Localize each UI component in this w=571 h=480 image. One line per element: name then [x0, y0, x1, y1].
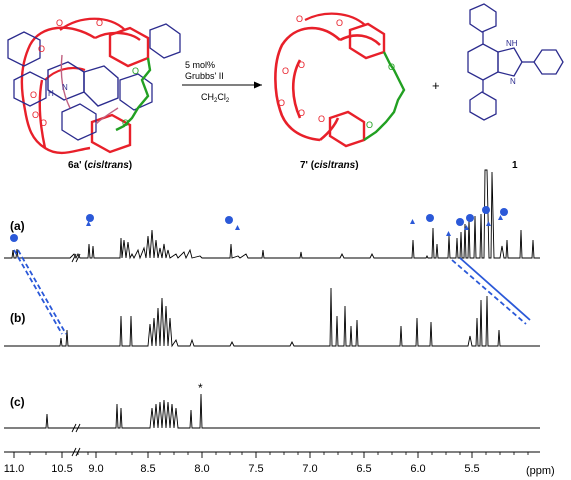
- product-structure: O O O O O O O O O: [274, 12, 406, 148]
- product-o-4: O: [298, 60, 305, 70]
- reactant-o-1: O: [56, 18, 63, 28]
- product-o-7: O: [318, 114, 325, 124]
- condition-catalyst-name: Grubbs' II: [185, 71, 224, 81]
- byproduct-nh-atom: NH: [506, 39, 518, 48]
- trace-a-label: (a): [10, 219, 25, 233]
- product-top-aryl-ring: [348, 22, 386, 60]
- marker-circle-6: [482, 206, 490, 214]
- ppm-axis-unit: (ppm): [526, 465, 555, 477]
- reactant-crown-ether: [20, 26, 141, 155]
- reactant-left-phenyl: [7, 31, 41, 67]
- ppm-tick-label: 5.5: [464, 463, 479, 475]
- reactant-o-4: O: [30, 90, 37, 100]
- marker-circle-1: [10, 234, 18, 242]
- reactant-bottom-aryl-ring: [90, 113, 132, 154]
- byproduct-imidazole-ring: [497, 47, 523, 77]
- ppm-tick-label: 7.5: [248, 463, 263, 475]
- product-o-5: O: [278, 98, 285, 108]
- correlation-dashes: [13, 249, 531, 335]
- product-alkene-chain: [363, 51, 406, 141]
- marker-triangle-4: [446, 231, 451, 236]
- marker-triangle-7: [498, 215, 503, 220]
- ppm-axis-ticks: 11.0 10.5 9.0 8.5 8.0 7.5 7.0 6.5 6.0 5.5: [4, 452, 529, 475]
- byproduct-n-atom: N: [510, 77, 516, 86]
- marker-triangle-2: [235, 225, 240, 230]
- peak-markers: [10, 206, 508, 242]
- marker-circle-3: [225, 216, 233, 224]
- marker-circle-5: [456, 218, 464, 226]
- byproduct-right-phenyl: [533, 49, 564, 75]
- marker-circle-8: [500, 208, 508, 216]
- trace-b-label: (b): [10, 311, 25, 325]
- byproduct-label: 1: [512, 160, 518, 171]
- spectrum-trace-b: [4, 287, 540, 348]
- spectrum-trace-c: [4, 393, 540, 429]
- product-o-3: O: [282, 66, 289, 76]
- reactant-o-5: O: [32, 110, 39, 120]
- reactant-bottom-phenyl: [61, 103, 97, 141]
- ppm-tick-label: 10.5: [51, 463, 72, 475]
- condition-solvent: CH2Cl2: [201, 92, 230, 104]
- product-o-6: O: [298, 108, 305, 118]
- reactant-o-6: O: [40, 118, 47, 128]
- correlation-line-right-1: [459, 257, 531, 321]
- reactant-h-atom: H: [48, 89, 54, 98]
- correlation-dash-left-1: [13, 249, 63, 335]
- reactant-core-ring: [83, 65, 119, 107]
- reactant-o-2: O: [96, 18, 103, 28]
- ppm-tick-label: 8.5: [140, 463, 155, 475]
- axis-break-marks: [71, 253, 81, 457]
- product-o-2: O: [336, 18, 343, 28]
- marker-triangle-5: [464, 225, 469, 230]
- ppm-tick-label: 8.0: [194, 463, 209, 475]
- product-crown-ether-2: [304, 12, 366, 26]
- marker-circle-2: [86, 214, 94, 222]
- byproduct-bottom-phenyl: [469, 91, 497, 121]
- marker-circle-4: [426, 214, 434, 222]
- reactant-right-ring: [119, 73, 153, 111]
- reactant-label: 6a' (cis/trans): [68, 160, 132, 171]
- ppm-tick-label: 11.0: [4, 463, 25, 475]
- ppm-tick-label: 7.0: [302, 463, 317, 475]
- reactant-o-7: O: [132, 66, 139, 76]
- reactant-right-phenyl: [149, 23, 181, 59]
- reactant-faint-linker: [60, 54, 119, 125]
- reactant-n-atom: N: [62, 83, 68, 92]
- marker-triangle-3: [410, 219, 415, 224]
- reactant-o-3: O: [38, 44, 45, 54]
- product-o-9: O: [366, 120, 373, 130]
- ppm-tick-label: 6.0: [410, 463, 425, 475]
- product-bottom-aryl-ring: [328, 110, 366, 148]
- reactant-alkene-chain: [115, 57, 152, 132]
- byproduct-structure: NH N: [467, 3, 564, 121]
- condition-catalyst-loading: 5 mol%: [185, 60, 215, 70]
- reactant-o-8: O: [122, 118, 129, 128]
- product-o-8: O: [388, 62, 395, 72]
- product-label: 7' (cis/trans): [300, 160, 359, 171]
- reactant-structure: O O O O O O O O N H: [7, 17, 181, 155]
- spectrum-trace-a: [4, 169, 540, 260]
- byproduct-top-phenyl: [469, 3, 497, 33]
- marker-triangle-1: [86, 221, 91, 226]
- marker-triangle-6: [486, 221, 491, 226]
- impurity-asterisk: *: [198, 381, 203, 395]
- correlation-dash-left-2: [17, 249, 67, 335]
- correlation-dash-right-2: [451, 259, 527, 325]
- plus-sign: +: [432, 78, 440, 93]
- ppm-tick-label: 9.0: [88, 463, 103, 475]
- reaction-arrow-group: 5 mol% Grubbs' II CH2Cl2: [182, 60, 262, 104]
- reaction-arrowhead: [254, 81, 262, 89]
- byproduct-benzo-ring: [467, 43, 499, 81]
- ppm-tick-label: 6.5: [356, 463, 371, 475]
- marker-circle-7: [466, 214, 474, 222]
- trace-c-label: (c): [10, 395, 25, 409]
- product-o-1: O: [296, 14, 303, 24]
- reactant-left-phenyl-2: [13, 71, 47, 107]
- product-crown-ether: [274, 26, 381, 142]
